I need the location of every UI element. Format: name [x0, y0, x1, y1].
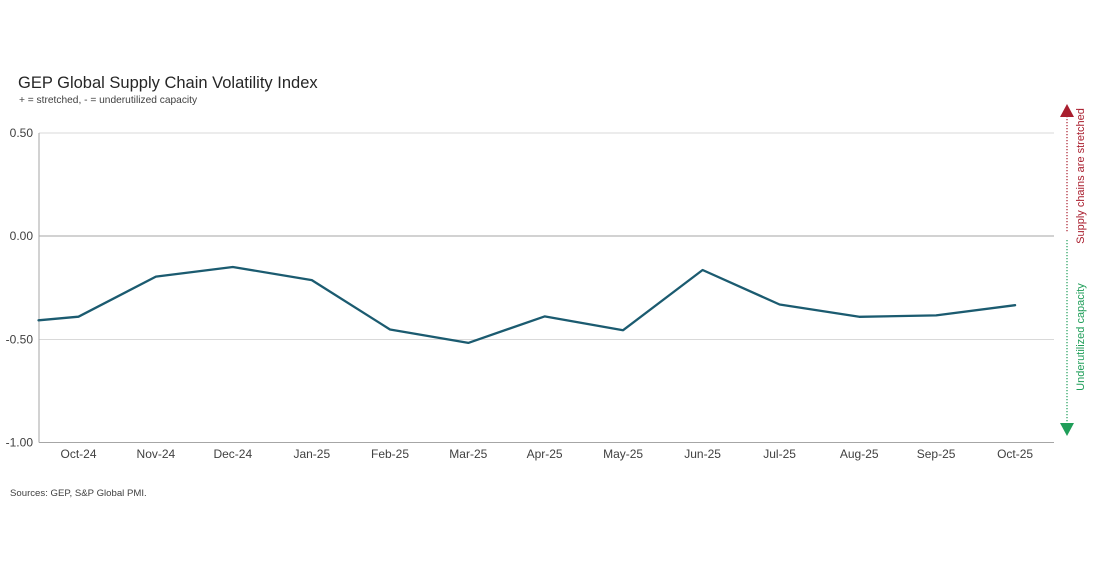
svg-text:Nov-24: Nov-24 — [137, 447, 176, 461]
svg-text:Feb-25: Feb-25 — [371, 447, 409, 461]
svg-text:Jul-25: Jul-25 — [763, 447, 796, 461]
svg-text:May-25: May-25 — [603, 447, 643, 461]
svg-text:Oct-25: Oct-25 — [997, 447, 1033, 461]
svg-text:0.00: 0.00 — [10, 229, 34, 243]
svg-text:Dec-24: Dec-24 — [213, 447, 252, 461]
svg-text:0.50: 0.50 — [10, 126, 34, 140]
svg-text:Aug-25: Aug-25 — [840, 447, 879, 461]
svg-text:-1.00: -1.00 — [6, 436, 34, 450]
svg-text:Sep-25: Sep-25 — [917, 447, 956, 461]
svg-text:Supply chains are stretched: Supply chains are stretched — [1075, 108, 1087, 244]
svg-text:-0.50: -0.50 — [6, 333, 34, 347]
svg-text:Jun-25: Jun-25 — [684, 447, 721, 461]
svg-text:Oct-24: Oct-24 — [60, 447, 96, 461]
svg-text:Mar-25: Mar-25 — [449, 447, 487, 461]
svg-text:Apr-25: Apr-25 — [527, 447, 563, 461]
svg-text:Underutilized capacity: Underutilized capacity — [1075, 283, 1087, 391]
svg-text:Jan-25: Jan-25 — [293, 447, 330, 461]
